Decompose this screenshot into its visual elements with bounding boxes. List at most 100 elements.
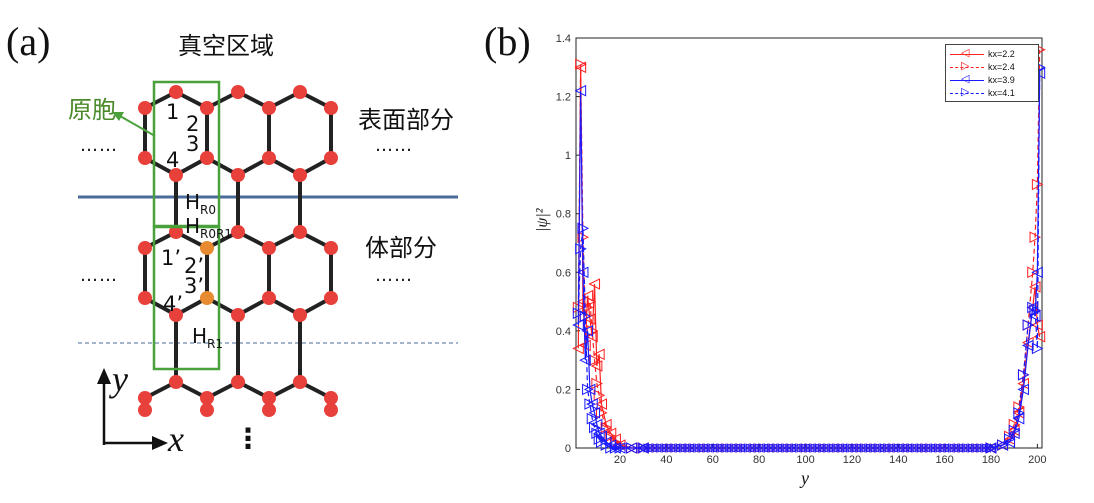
atom (200, 151, 214, 165)
data-point (879, 443, 890, 453)
data-point (593, 348, 605, 361)
axis-y-arrowhead (97, 368, 111, 384)
series-kx=4.1 (572, 61, 1046, 454)
data-point (600, 418, 612, 431)
data-point (866, 443, 876, 453)
data-point (699, 443, 709, 453)
atom (138, 291, 152, 305)
data-point (708, 443, 718, 453)
data-point (1031, 178, 1044, 191)
data-point (1022, 319, 1035, 331)
data-point (754, 443, 765, 453)
data-point (1012, 412, 1025, 425)
data-point (1031, 342, 1044, 355)
data-point (842, 443, 853, 453)
series-line (577, 90, 644, 449)
atom (262, 291, 276, 305)
data-point (1021, 339, 1034, 352)
data-point (963, 443, 973, 453)
site-3p-label: 3’ (184, 274, 205, 298)
atom (262, 241, 276, 255)
data-point (893, 443, 904, 453)
legend-marker: ▷ (961, 85, 970, 98)
data-point (903, 443, 913, 453)
atom (138, 151, 152, 165)
data-point (722, 443, 732, 453)
data-point (586, 398, 598, 410)
data-point (1004, 433, 1016, 446)
atom (324, 101, 338, 115)
data-point (847, 443, 857, 453)
x-tick-label: 200 (1028, 454, 1046, 466)
atom (293, 168, 307, 182)
y-tick-label: 0.2 (556, 384, 571, 396)
y-axis-label: |ψ|² (534, 208, 551, 232)
data-point (773, 443, 783, 453)
data-point (591, 377, 603, 390)
data-point (1017, 383, 1029, 396)
data-point (968, 443, 978, 453)
data-point (576, 266, 589, 279)
data-point (579, 310, 592, 323)
data-point (777, 443, 788, 453)
data-point (997, 439, 1009, 451)
atom (200, 403, 214, 417)
data-point (1027, 266, 1039, 279)
data-point (926, 443, 936, 453)
legend-entry: ◁ kx=2.2 (950, 46, 1015, 60)
data-point (726, 443, 737, 453)
data-point (574, 84, 587, 97)
atom (138, 101, 152, 115)
atom (231, 308, 245, 322)
data-point (589, 354, 601, 366)
axis-y-label: y (112, 359, 128, 399)
atom (262, 151, 276, 165)
data-point (588, 278, 601, 290)
site-2p-label: 2’ (184, 254, 205, 278)
data-point (584, 295, 597, 308)
ellipsis-left-surface: …… (80, 135, 118, 156)
data-point (912, 443, 922, 453)
data-point (981, 443, 992, 453)
atom (169, 168, 183, 182)
data-point (1017, 368, 1030, 381)
panel-b-label: (b) (484, 19, 531, 64)
surface-part-label: 表面部分 (358, 106, 454, 134)
x-tick-label: 180 (982, 454, 1000, 466)
data-point (764, 443, 774, 453)
cell-pointer-arrow (119, 115, 156, 137)
data-point (572, 342, 584, 355)
vacuum-region-label: 真空区域 (178, 32, 274, 60)
bulk-part-label: 体部分 (365, 234, 437, 262)
data-point (875, 443, 885, 453)
atom (231, 225, 245, 239)
legend-marker: ◁ (961, 46, 970, 59)
data-point (614, 442, 627, 454)
legend: ◁ kx=2.2 ▷ kx=2.4 ◁ kx=3.9 ▷ kx=4.1 (945, 44, 1039, 102)
data-point (582, 383, 594, 396)
data-point (666, 443, 676, 453)
hr0r1-label: HR0R1 (185, 214, 232, 241)
x-tick-label: 40 (660, 454, 672, 466)
data-point (595, 398, 608, 410)
atom (324, 151, 338, 165)
series-line (990, 67, 1041, 449)
data-point (1029, 304, 1042, 317)
data-point (810, 443, 820, 453)
data-point (648, 443, 658, 453)
data-point (958, 443, 969, 453)
legend-label: kx=4.1 (988, 88, 1015, 98)
data-point (675, 443, 686, 453)
atom (200, 101, 214, 115)
data-point (917, 443, 927, 453)
data-point (1031, 266, 1043, 279)
data-point (944, 443, 955, 453)
atom (231, 168, 245, 182)
series-line (577, 228, 644, 449)
atom (138, 403, 152, 417)
data-point (740, 443, 751, 453)
x-tick-label: 160 (935, 454, 953, 466)
data-point (949, 443, 959, 453)
ellipsis-right-surface: …… (375, 135, 413, 156)
